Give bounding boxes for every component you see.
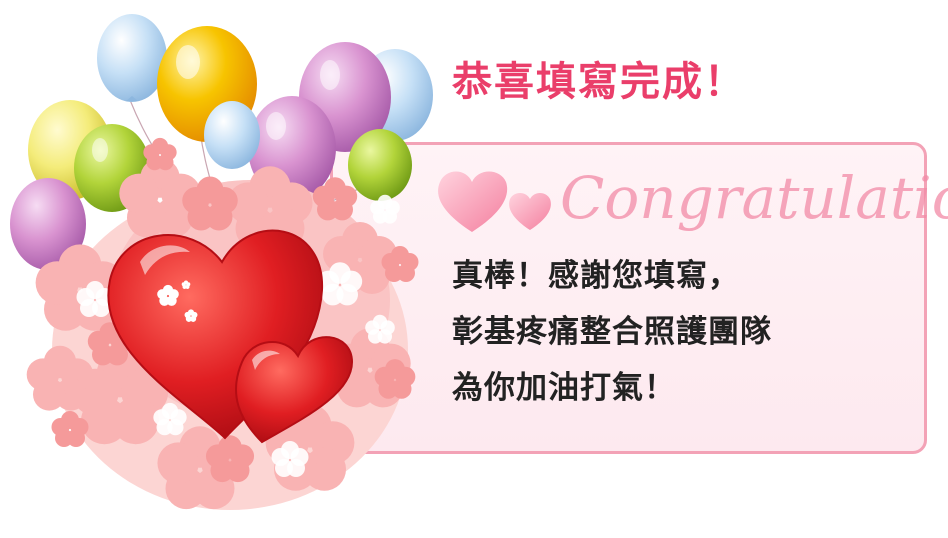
svg-text:Congratulation: Congratulation bbox=[560, 164, 948, 232]
message-line-2: 彰基疼痛整合照護團隊 bbox=[452, 314, 772, 350]
message-line-1: 真棒！感謝您填寫， bbox=[452, 258, 740, 294]
balloon-green-right-icon bbox=[348, 129, 412, 201]
balloon-purple-left-icon bbox=[10, 178, 86, 270]
pink-heart-large-icon bbox=[438, 171, 508, 232]
message-line-3: 為你加油打氣！ bbox=[452, 370, 676, 406]
balloon-blue-small-icon bbox=[204, 101, 260, 169]
message-card bbox=[330, 142, 927, 454]
thank-you-message: 真棒！感謝您填寫， 彰基疼痛整合照護團隊 為你加油打氣！ bbox=[452, 248, 772, 416]
pink-heart-small-icon bbox=[509, 193, 551, 230]
small-red-heart-icon bbox=[234, 336, 354, 444]
headline: 恭喜填寫完成！ bbox=[452, 59, 746, 105]
balloon-blue-icon bbox=[97, 14, 167, 102]
congratulation-script: Congratulation bbox=[560, 164, 948, 232]
